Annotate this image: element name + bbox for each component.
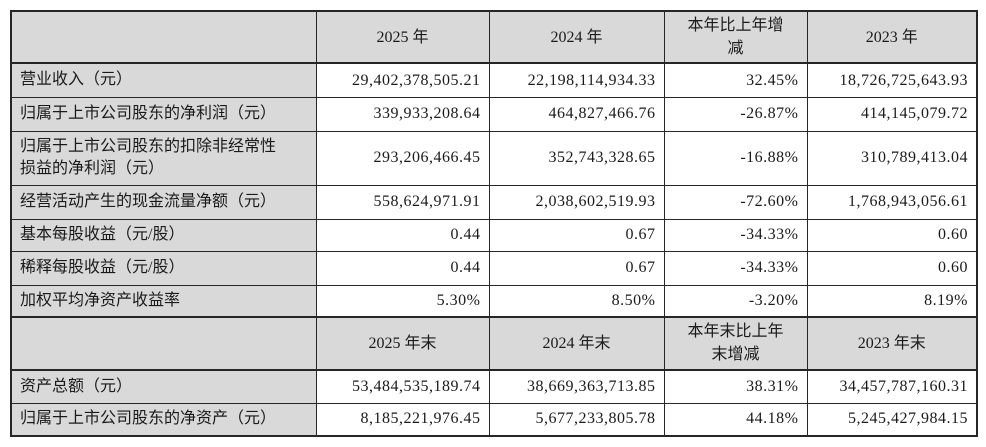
cell-2023: 0.60 <box>806 250 978 286</box>
cell-2023: 34,457,787,160.31 <box>806 369 978 405</box>
row-label-cell: 基本每股收益（元/股） <box>10 218 317 252</box>
column-header-2024-end: 2024 年末 <box>488 316 665 371</box>
cell-2024: 8.50% <box>488 284 665 318</box>
cell-2025: 0.44 <box>315 218 490 252</box>
cell-2025: 558,624,971.91 <box>315 184 490 220</box>
cell-2025: 293,206,466.45 <box>315 130 490 186</box>
column-header-end-change: 本年末比上年 末增减 <box>663 316 808 371</box>
cell-2024: 38,669,363,713.85 <box>488 369 665 405</box>
cell-2023: 414,145,079.72 <box>806 96 978 132</box>
cell-change: -34.33% <box>663 250 808 286</box>
cell-2024: 352,743,328.65 <box>488 130 665 186</box>
cell-2024: 5,677,233,805.78 <box>488 403 665 437</box>
period-end-header-row: 2025 年末 2024 年末 本年末比上年 末增减 2023 年末 <box>10 316 978 371</box>
cell-2024: 0.67 <box>488 250 665 286</box>
column-header-2025: 2025 年 <box>315 9 490 65</box>
table-row-total-assets: 资产总额（元） 53,484,535,189.74 38,669,363,713… <box>10 369 978 405</box>
row-label-cell: 资产总额（元） <box>10 369 317 405</box>
table-row-basic-eps: 基本每股收益（元/股） 0.44 0.67 -34.33% 0.60 <box>10 218 978 252</box>
cell-change: -16.88% <box>663 130 808 186</box>
cell-change: -3.20% <box>663 284 808 318</box>
cell-2025: 29,402,378,505.21 <box>315 62 490 98</box>
column-header-2023-end: 2023 年末 <box>806 316 978 371</box>
cell-2023: 0.60 <box>806 218 978 252</box>
table-row-revenue: 营业收入（元） 29,402,378,505.21 22,198,114,934… <box>10 62 978 98</box>
row-label-cell: 归属于上市公司股东的扣除非经常性损益的净利润（元） <box>10 130 317 186</box>
table-row-net-profit-excl-nonrecurring: 归属于上市公司股东的扣除非经常性损益的净利润（元） 293,206,466.45… <box>10 130 978 186</box>
row-label-cell: 归属于上市公司股东的净资产（元） <box>10 403 317 437</box>
financial-summary-table: 2025 年 2024 年 本年比上年增 减 2023 年 营业收入（元） 29… <box>10 9 978 437</box>
cell-2025: 339,933,208.64 <box>315 96 490 132</box>
table-row-operating-cash-flow: 经营活动产生的现金流量净额（元） 558,624,971.91 2,038,60… <box>10 184 978 220</box>
cell-change: -34.33% <box>663 218 808 252</box>
cell-2024: 0.67 <box>488 218 665 252</box>
table-row-weighted-avg-roe: 加权平均净资产收益率 5.30% 8.50% -3.20% 8.19% <box>10 284 978 318</box>
corner-header-cell <box>10 316 317 371</box>
cell-2025: 8,185,221,976.45 <box>315 403 490 437</box>
column-header-2025-end: 2025 年末 <box>315 316 490 371</box>
cell-change: 44.18% <box>663 403 808 437</box>
period-header-row: 2025 年 2024 年 本年比上年增 减 2023 年 <box>10 9 978 65</box>
corner-header-cell <box>10 9 317 65</box>
column-header-2024: 2024 年 <box>488 9 665 65</box>
table-row-diluted-eps: 稀释每股收益（元/股） 0.44 0.67 -34.33% 0.60 <box>10 250 978 286</box>
cell-change: 38.31% <box>663 369 808 405</box>
cell-2023: 310,789,413.04 <box>806 130 978 186</box>
row-label-cell: 归属于上市公司股东的净利润（元） <box>10 96 317 132</box>
cell-2023: 1,768,943,056.61 <box>806 184 978 220</box>
table-row-net-assets: 归属于上市公司股东的净资产（元） 8,185,221,976.45 5,677,… <box>10 403 978 437</box>
row-label-cell: 营业收入（元） <box>10 62 317 98</box>
column-header-change: 本年比上年增 减 <box>663 9 808 65</box>
cell-2023: 8.19% <box>806 284 978 318</box>
cell-2024: 2,038,602,519.93 <box>488 184 665 220</box>
row-label-cell: 加权平均净资产收益率 <box>10 284 317 318</box>
cell-2025: 5.30% <box>315 284 490 318</box>
cell-change: -26.87% <box>663 96 808 132</box>
cell-2023: 18,726,725,643.93 <box>806 62 978 98</box>
cell-2023: 5,245,427,984.15 <box>806 403 978 437</box>
cell-change: -72.60% <box>663 184 808 220</box>
cell-2025: 0.44 <box>315 250 490 286</box>
table-row-net-profit: 归属于上市公司股东的净利润（元） 339,933,208.64 464,827,… <box>10 96 978 132</box>
cell-2025: 53,484,535,189.74 <box>315 369 490 405</box>
cell-2024: 464,827,466.76 <box>488 96 665 132</box>
cell-2024: 22,198,114,934.33 <box>488 62 665 98</box>
row-label-cell: 经营活动产生的现金流量净额（元） <box>10 184 317 220</box>
column-header-2023: 2023 年 <box>806 9 978 65</box>
row-label-cell: 稀释每股收益（元/股） <box>10 250 317 286</box>
cell-change: 32.45% <box>663 62 808 98</box>
